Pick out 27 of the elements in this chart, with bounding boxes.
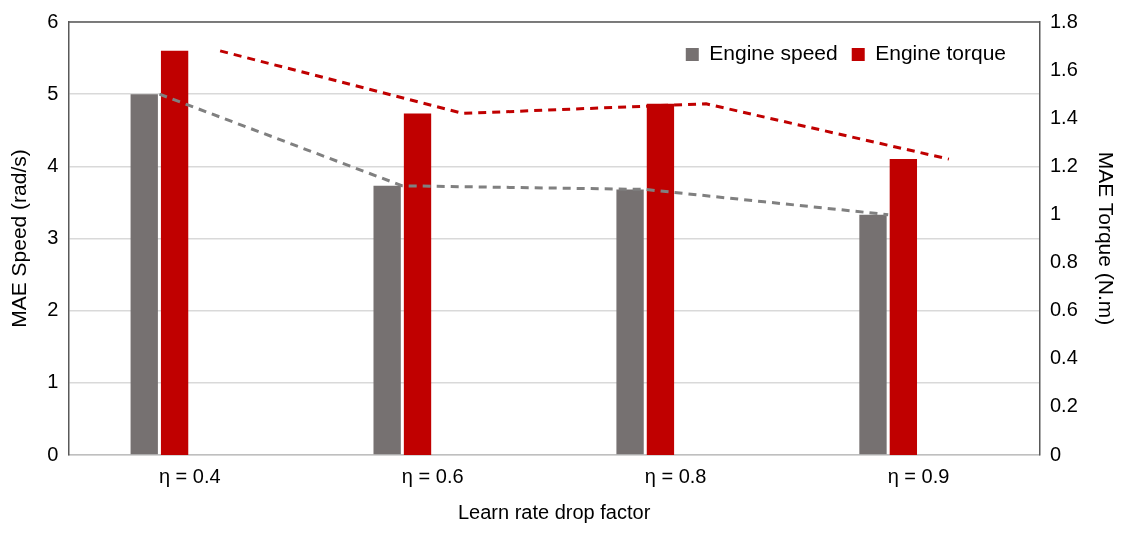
y2-axis-title: MAE Torque (N.m) [1094, 151, 1118, 326]
y-tick-label: 4 [47, 153, 59, 176]
y2-tick-label: 0.4 [1050, 346, 1078, 369]
y2-tick-label: 0 [1050, 442, 1062, 465]
y2-tick-label: 0.8 [1050, 250, 1078, 273]
x-axis-title: Learn rate drop factor [457, 500, 651, 523]
legend-label: Engine speed [709, 41, 838, 65]
line-series [157, 92, 890, 217]
y2-tick-label: 1 [1050, 201, 1062, 224]
x-tick-label: η = 0.4 [158, 464, 221, 487]
y2-tick-label: 1.2 [1050, 153, 1078, 176]
y2-tick-label: 0.2 [1050, 394, 1078, 417]
y2-tick-label: 1.6 [1050, 57, 1078, 80]
y-tick-label: 3 [47, 226, 59, 249]
y2-tick-label: 1.4 [1050, 105, 1078, 128]
y-tick-label: 0 [47, 442, 59, 465]
y-tick-label: 6 [47, 9, 59, 32]
y-axis-title: MAE Speed (rad/s) [7, 149, 31, 328]
x-tick-label: η = 0.8 [644, 464, 707, 487]
y2-tick-label: 0.6 [1050, 298, 1078, 321]
y-tick-label: 2 [47, 298, 59, 321]
y2-tick-label: 1.8 [1050, 9, 1078, 32]
legend-label: Engine torque [875, 41, 1007, 65]
x-tick-label: η = 0.6 [401, 464, 464, 487]
y-tick-label: 5 [47, 81, 59, 104]
y-tick-label: 1 [47, 370, 59, 393]
x-tick-label: η = 0.9 [887, 464, 950, 487]
